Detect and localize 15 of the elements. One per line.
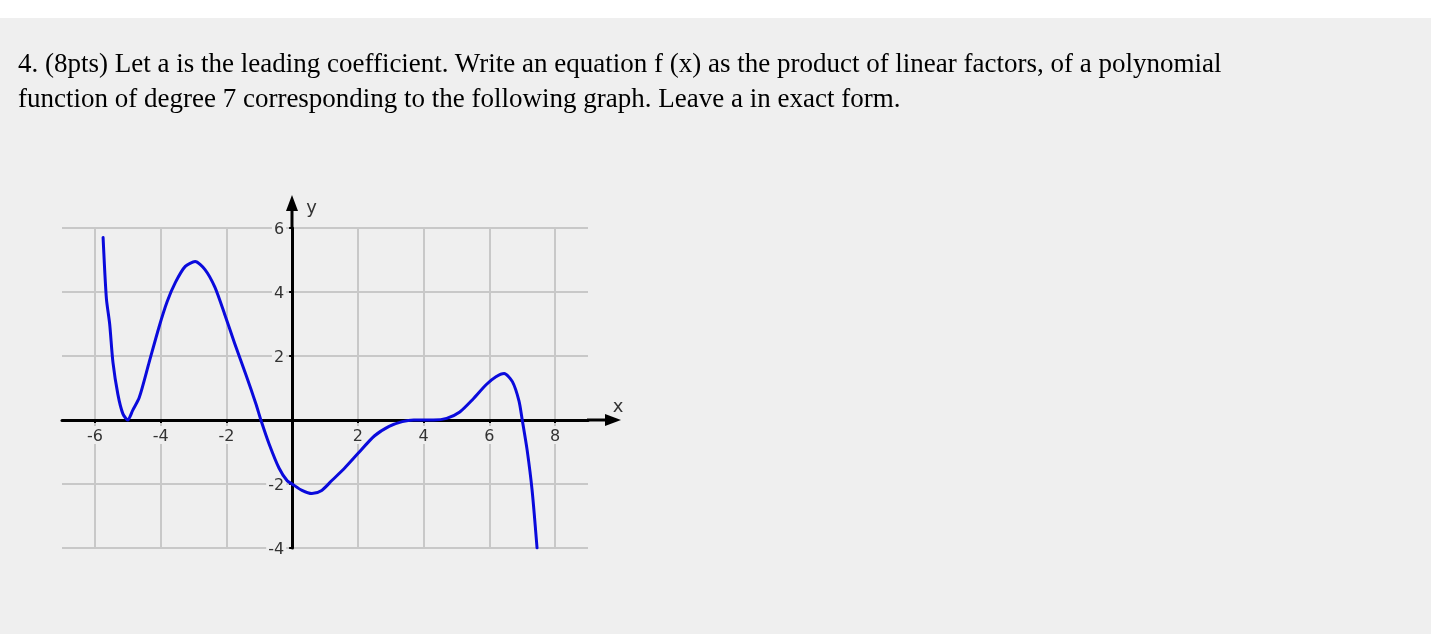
x-axis-title: x	[612, 394, 624, 416]
x-tick-label: -6	[86, 425, 103, 445]
y-axis-title: y	[306, 195, 318, 217]
chart-title: 4. (8pts) Let a is the leading coefficient. Write an equation f (x) as the product of linear factors, of a polynomial function of degree 7 corresponding to the following graph. Leave a in exact form.	[18, 47, 1223, 115]
y-tick-label: 6	[273, 218, 285, 238]
x-tick-label: 6	[484, 425, 495, 445]
y-tick-label: 2	[273, 346, 285, 366]
y-tick-label: -2	[268, 474, 285, 494]
y-tick-label: 4	[273, 282, 285, 302]
x-tick-label: 8	[550, 425, 561, 445]
x-tick-label: -4	[152, 425, 169, 445]
x-tick-label: -2	[218, 425, 235, 445]
x-tick-label: 4	[418, 425, 429, 445]
y-tick-label: -4	[268, 538, 285, 558]
x-tick-label: 2	[352, 425, 363, 445]
